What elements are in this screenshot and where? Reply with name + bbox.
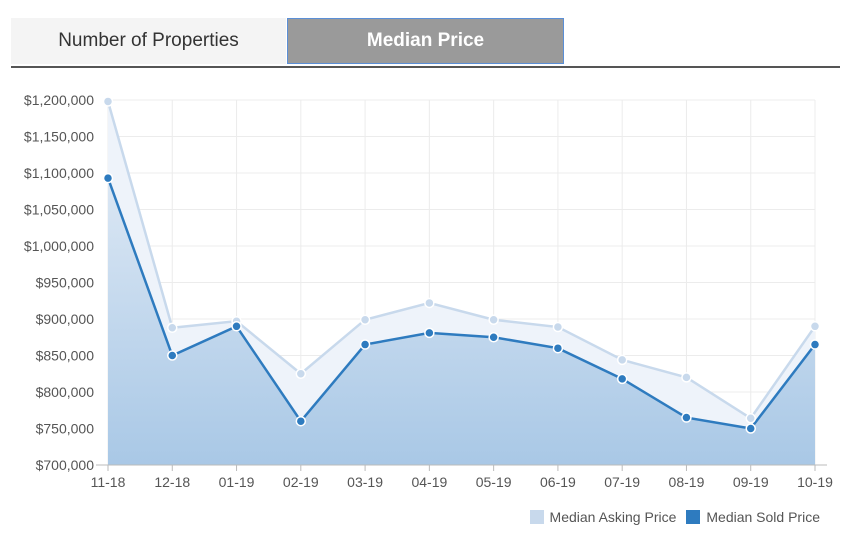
y-tick-label: $800,000 [36, 384, 95, 400]
point-sold [681, 412, 692, 423]
point-asking [552, 321, 564, 333]
point-sold [552, 342, 564, 354]
x-tick-label: 06-19 [540, 474, 576, 490]
point-asking [488, 314, 499, 325]
point-sold [424, 327, 435, 339]
x-tick-label: 12-18 [154, 474, 190, 490]
x-tick-label: 08-19 [669, 474, 705, 490]
point-asking [167, 322, 178, 334]
point-sold [488, 332, 499, 343]
x-tick-label: 02-19 [283, 474, 319, 490]
y-tick-label: $700,000 [36, 457, 95, 473]
chart-lines [106, 101, 817, 430]
y-tick-label: $1,200,000 [24, 92, 94, 108]
legend-item-asking[interactable]: Median Asking Price [529, 509, 677, 525]
y-axis: $700,000 $750,000 $800,000 $850,000 $900,000… [24, 92, 94, 473]
legend-swatch-asking [529, 510, 544, 524]
x-tick-label: 04-19 [411, 474, 447, 490]
tab-bar: Number of Properties Median Price [11, 18, 840, 68]
point-asking [359, 314, 371, 325]
tab-number-of-properties[interactable]: Number of Properties [11, 18, 286, 64]
median-price-chart: $700,000 $750,000 $800,000 $850,000 $900,000… [24, 92, 833, 490]
point-sold [745, 423, 756, 434]
point-asking [616, 354, 628, 366]
area-asking [108, 101, 815, 466]
point-sold [102, 172, 114, 184]
point-sold [167, 350, 178, 361]
y-tick-label: $750,000 [36, 421, 95, 437]
y-tick-label: $1,000,000 [24, 238, 94, 254]
chart-points [102, 96, 821, 434]
point-sold [809, 339, 821, 350]
y-tick-label: $900,000 [36, 311, 95, 327]
area-sold [108, 178, 815, 466]
point-sold [359, 339, 371, 350]
point-asking [424, 297, 435, 309]
legend-label-sold: Median Sold Price [706, 509, 820, 525]
x-axis: 11-18 12-18 01-19 02-19 03-19 04-19 05-19 06-19… [91, 464, 833, 490]
x-tick-label: 01-19 [219, 474, 255, 490]
legend-label-asking: Median Asking Price [549, 509, 677, 525]
point-asking [295, 368, 307, 379]
tab-median-price[interactable]: Median Price [287, 18, 564, 64]
y-tick-label: $1,100,000 [24, 165, 94, 181]
point-asking [745, 413, 756, 424]
x-tick-label: 03-19 [347, 474, 383, 490]
legend-swatch-sold [686, 510, 701, 524]
x-tick-label: 07-19 [604, 474, 640, 490]
series-line-sold [106, 177, 816, 430]
legend-item-sold[interactable]: Median Sold Price [686, 509, 820, 525]
x-tick-label: 05-19 [476, 474, 512, 490]
y-tick-label: $850,000 [36, 348, 95, 364]
x-tick-label: 11-18 [91, 474, 126, 490]
series-line-asking [106, 101, 817, 420]
chart-areas [108, 101, 815, 466]
legend: Median Asking Price Median Sold Price [520, 509, 820, 525]
point-asking [102, 96, 114, 107]
point-sold [295, 415, 307, 427]
x-tick-label: 10-19 [797, 474, 833, 490]
y-tick-label: $950,000 [36, 275, 95, 291]
y-tick-label: $1,150,000 [24, 129, 94, 145]
point-asking [681, 372, 692, 383]
point-sold [616, 373, 628, 385]
point-sold [231, 321, 242, 332]
y-tick-label: $1,050,000 [24, 202, 94, 218]
x-tick-label: 09-19 [733, 474, 769, 490]
point-asking [809, 321, 821, 332]
